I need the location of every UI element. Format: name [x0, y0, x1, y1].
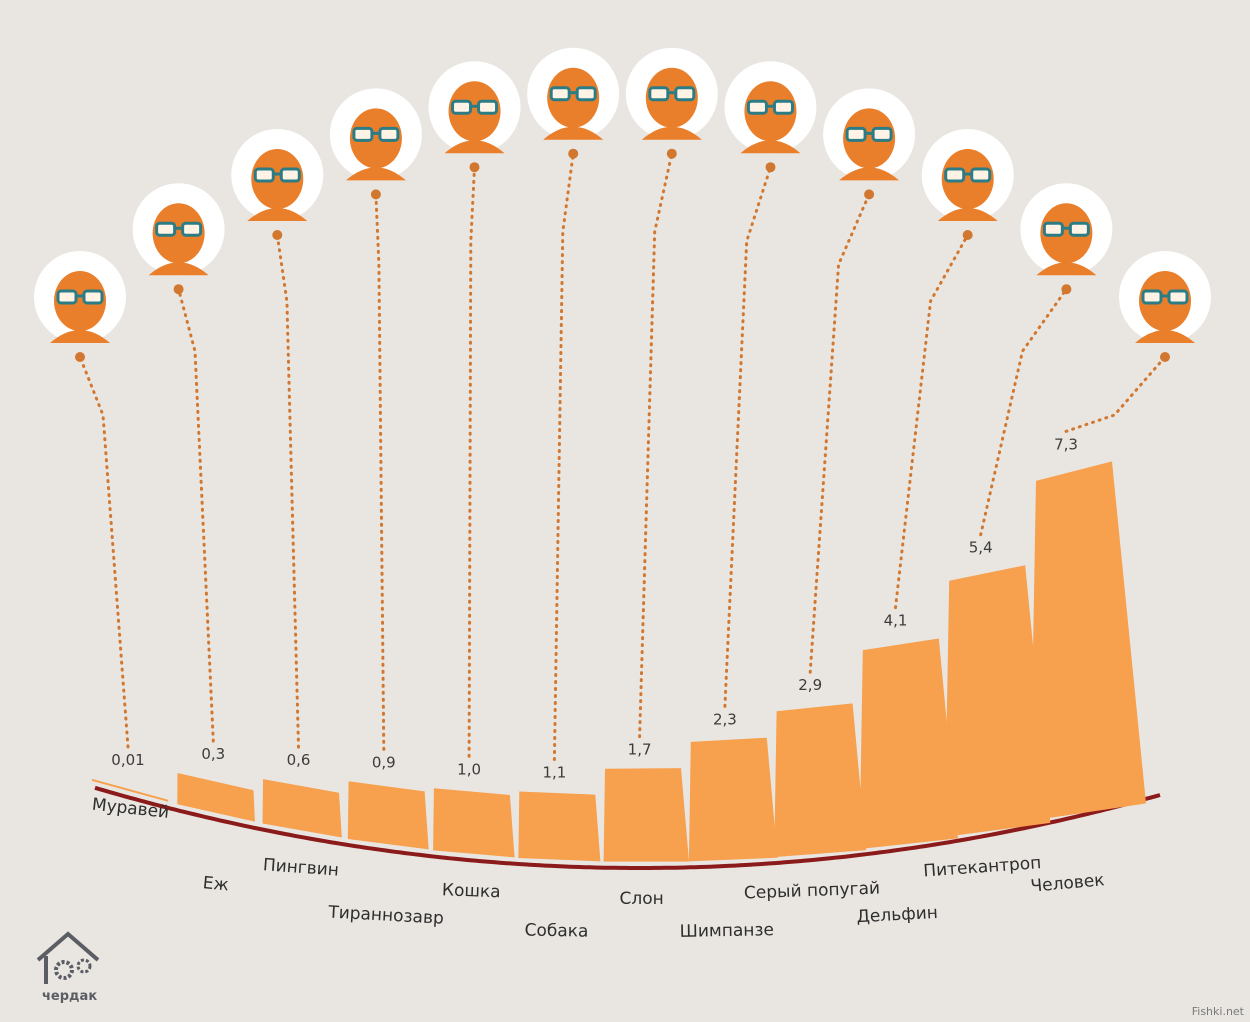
penguin-icon: [231, 129, 324, 222]
value-label-9: 2,9: [798, 676, 822, 694]
connector-12: [1064, 355, 1167, 433]
bar-5: [433, 788, 515, 858]
value-label-5: 1,0: [457, 760, 481, 778]
hedgehog-icon: [132, 183, 225, 276]
bar-1: [92, 778, 169, 802]
connector-3: [275, 233, 300, 749]
value-label-12: 7,3: [1054, 435, 1078, 453]
connector-dot-1: [75, 352, 85, 362]
category-label-4: Тираннозавр: [327, 902, 444, 928]
bar-2: [177, 773, 255, 822]
connector-dot-9: [864, 189, 875, 200]
house-wall-icon: [44, 956, 48, 984]
connector-1: [78, 355, 130, 749]
value-label-2: 0,3: [201, 745, 225, 763]
value-label-8: 2,3: [713, 710, 737, 728]
connector-4: [374, 192, 386, 751]
connector-2: [177, 287, 215, 743]
connector-8: [723, 165, 772, 708]
value-label-3: 0,6: [287, 751, 311, 769]
bar-8: [688, 737, 778, 862]
baseline-arc: [94, 785, 1161, 870]
elephant-icon: [625, 47, 718, 140]
value-label-4: 0,9: [372, 753, 396, 771]
bar-12: [1030, 461, 1146, 821]
connector-dot-2: [173, 284, 184, 295]
category-label-3: Пингвин: [262, 855, 339, 880]
bar-4: [347, 781, 429, 850]
watermark: Fishki.net: [1191, 1005, 1244, 1018]
value-label-10: 4,1: [884, 612, 908, 630]
bar-10: [859, 638, 958, 849]
bar-7: [603, 768, 689, 862]
connector-lines: [75, 148, 1170, 761]
connector-dot-12: [1160, 352, 1170, 362]
cat-icon: [428, 61, 521, 154]
connector-5: [467, 165, 476, 758]
connector-dot-5: [469, 162, 480, 173]
house-roof-icon: [36, 931, 100, 962]
connector-7: [638, 152, 674, 739]
category-label-9: Серый попугай: [744, 879, 881, 904]
logo-text: чердак: [42, 989, 97, 1004]
bar-11: [944, 565, 1051, 837]
value-label-6: 1,1: [542, 764, 566, 782]
ant-icon: [34, 251, 126, 343]
dolphin-icon: [921, 129, 1014, 222]
gear-small-icon: [76, 958, 92, 974]
value-labels: 0,01 0,3 0,6 0,9 1,0 1,1 1,7 2,3 2,9 4,1 5,4 7,3: [111, 435, 1078, 781]
value-label-1: 0,01: [111, 751, 144, 769]
value-label-11: 5,4: [969, 539, 993, 557]
connector-dot-8: [765, 162, 776, 173]
cherdak-logo: чердак: [36, 931, 100, 1004]
bar-9: [774, 703, 867, 858]
connector-10: [894, 233, 970, 610]
connector-dot-10: [962, 230, 973, 240]
category-label-8: Шимпанзе: [680, 920, 775, 942]
connector-dot-7: [666, 148, 677, 159]
bars-group: [92, 461, 1146, 862]
gear-icon: [54, 960, 74, 980]
dog-icon: [527, 47, 620, 140]
chimpanzee-icon: [724, 61, 817, 154]
tyrannosaurus-icon: [329, 88, 422, 181]
connector-dot-4: [370, 189, 381, 200]
category-label-6: Собака: [524, 921, 588, 942]
category-label-10: Дельфин: [856, 903, 938, 927]
bar-3: [262, 779, 342, 838]
animal-icons: [34, 47, 1211, 343]
connector-dot-3: [272, 230, 283, 240]
category-label-12: Человек: [1030, 870, 1106, 897]
pithecanthropus-icon: [1020, 183, 1113, 276]
value-label-7: 1,7: [628, 741, 652, 759]
category-label-2: Еж: [202, 873, 230, 895]
connector-6: [552, 152, 575, 761]
human-icon: [1119, 251, 1211, 343]
parrot-icon: [823, 88, 916, 181]
category-label-5: Кошка: [442, 880, 501, 902]
connector-dot-11: [1061, 284, 1072, 295]
connector-dot-6: [568, 148, 579, 159]
category-label-11: Питекантроп: [923, 853, 1042, 881]
bar-6: [518, 791, 601, 862]
category-label-7: Слон: [619, 889, 663, 909]
connector-11: [979, 287, 1068, 537]
connector-9: [808, 192, 871, 674]
